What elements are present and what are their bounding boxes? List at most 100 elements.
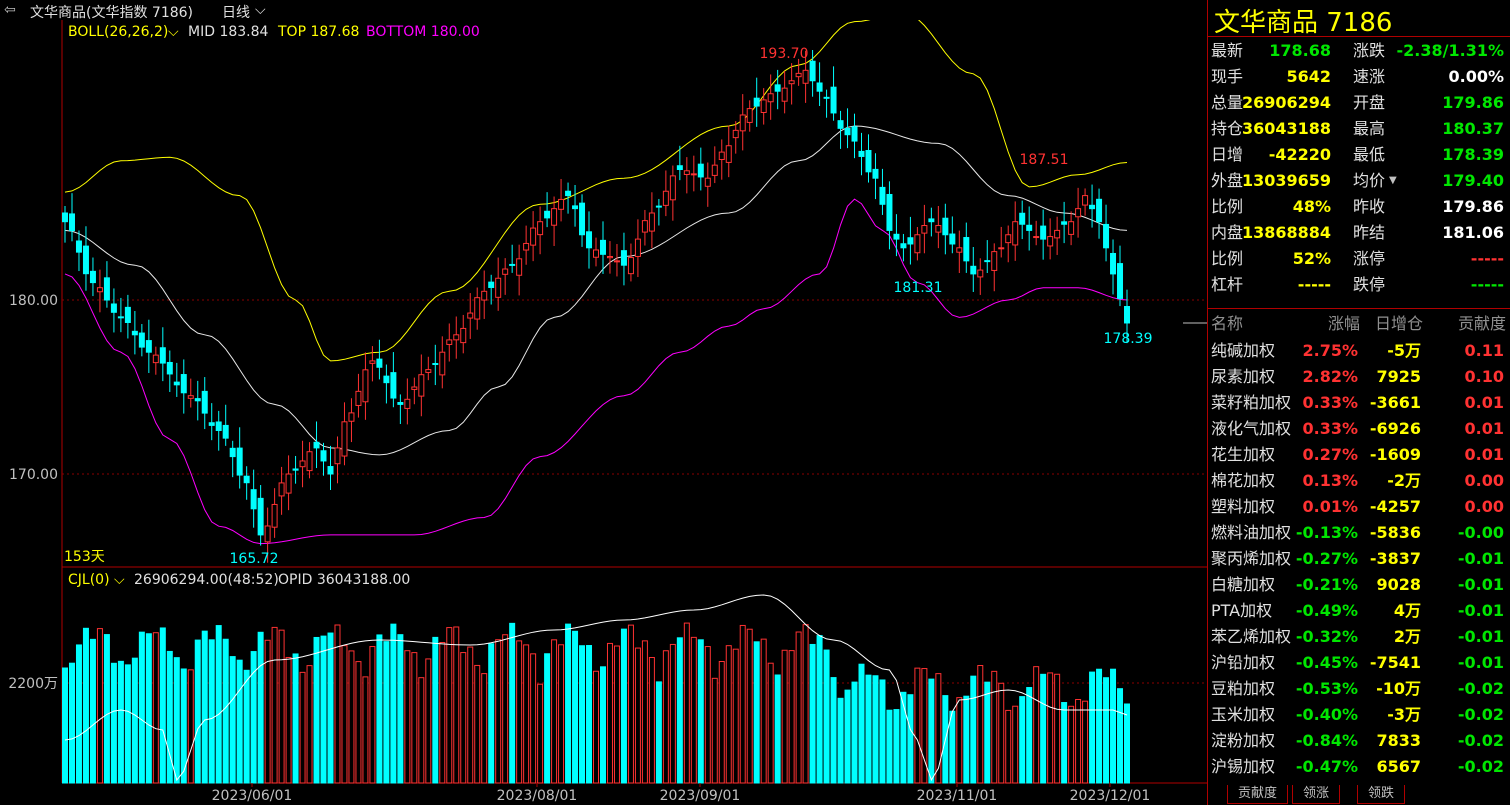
tab-1[interactable]: 领涨 (1292, 785, 1341, 804)
component-row[interactable]: 白糖加权 -0.21% 9028 -0.01 (1208, 572, 1508, 598)
volume-y-label: 2200万 (8, 676, 58, 692)
component-row[interactable]: 玉米加权 -0.40% -3万 -0.02 (1208, 702, 1508, 728)
candle (180, 374, 187, 394)
volume-bar (718, 660, 725, 784)
volume-bar (774, 674, 781, 784)
candle (627, 257, 634, 275)
quote-label: 最高 (1353, 119, 1386, 138)
volume-bar (795, 631, 802, 784)
component-row[interactable]: 塑料加权 0.01% -4257 0.00 (1208, 494, 1508, 520)
candle (544, 210, 551, 219)
candle (1117, 263, 1124, 299)
volume-bar (830, 677, 837, 784)
quote-row: 总量 26906294 开盘 179.86 (1208, 90, 1508, 116)
candle (795, 72, 802, 78)
component-row[interactable]: 聚丙烯加权 -0.27% -3837 -0.01 (1208, 546, 1508, 572)
component-row[interactable]: 沪铅加权 -0.45% -7541 -0.01 (1208, 650, 1508, 676)
quote-label: 总量 (1211, 93, 1244, 112)
candle (1019, 212, 1026, 225)
candle (467, 312, 474, 319)
candle (1054, 229, 1061, 239)
volume-bar (837, 697, 844, 784)
volume-bar (781, 649, 788, 784)
candle (131, 330, 138, 336)
back-icon[interactable]: ⇦ (4, 2, 16, 18)
quote-label: 均价 (1353, 171, 1386, 190)
component-row[interactable]: 沪锡加权 -0.47% 6567 -0.02 (1208, 754, 1508, 780)
quote-value: 48% (1292, 197, 1331, 216)
quote-row: 比例 48% 昨收 179.86 (1208, 194, 1508, 220)
candle (1026, 224, 1033, 231)
column-header[interactable]: 涨幅 (1327, 314, 1360, 333)
quote-value: -2.38/1.31% (1396, 41, 1504, 60)
chevron-down-icon[interactable]: ⌵ (255, 2, 266, 18)
volume-bar (397, 634, 404, 784)
candle (502, 268, 509, 275)
component-row[interactable]: 棉花加权 0.13% -2万 0.00 (1208, 468, 1508, 494)
candle (606, 256, 613, 259)
component-pos: -5836 (1369, 523, 1421, 542)
candle (977, 269, 984, 278)
candle (858, 150, 865, 157)
candle (942, 217, 949, 236)
candle (865, 150, 872, 173)
triangle-down-icon[interactable]: ▼ (1389, 175, 1397, 186)
component-row[interactable]: 燃料油加权 -0.13% -5836 -0.00 (1208, 520, 1508, 546)
volume-bar (907, 694, 914, 784)
candle (970, 265, 977, 275)
tab-2[interactable]: 领跌 (1357, 785, 1406, 804)
candle (306, 451, 313, 472)
volume-bar (537, 683, 544, 784)
candle (837, 120, 844, 129)
candle (82, 245, 89, 275)
volume-bar (131, 657, 138, 784)
component-row[interactable]: 花生加权 0.27% -1609 0.01 (1208, 442, 1508, 468)
x-axis-label: 2023/08/01 (497, 788, 578, 804)
volume-bar (264, 639, 271, 784)
candle (320, 450, 327, 462)
volume-bar (173, 657, 180, 784)
boll-bottom-line (64, 198, 1128, 545)
volume-bar (928, 678, 935, 784)
candle (781, 87, 788, 102)
component-row[interactable]: 豆粕加权 -0.53% -10万 -0.02 (1208, 676, 1508, 702)
volume-bar (460, 652, 467, 784)
candle (928, 218, 935, 223)
component-pct: 0.27% (1302, 445, 1358, 464)
volume-bar (788, 650, 795, 784)
volume-bar (62, 667, 68, 784)
component-pos: -3837 (1369, 549, 1421, 568)
tab-0[interactable]: 贡献度 (1227, 785, 1289, 804)
quote-label: 涨停 (1353, 249, 1386, 268)
component-row[interactable]: 纯碱加权 2.75% -5万 0.11 (1208, 338, 1508, 364)
component-row[interactable]: PTA加权 -0.49% 4万 -0.01 (1208, 598, 1508, 624)
candle (481, 290, 488, 301)
chart-area[interactable]: 180.00 170.00 BOLL(26,26,2) ⌵ MID 183.84 TOP … (0, 20, 1207, 805)
candle (397, 402, 404, 405)
volume-bar (117, 660, 124, 784)
column-header[interactable]: 名称 (1211, 314, 1244, 333)
column-header[interactable]: 日增仓 (1374, 314, 1423, 333)
divider (1208, 308, 1510, 309)
quote-value: ----- (1470, 249, 1504, 268)
volume-bar (725, 645, 732, 784)
volume-bar (1061, 702, 1068, 784)
period-selector[interactable]: 日线 (222, 5, 250, 21)
component-row[interactable]: 苯乙烯加权 -0.32% 2万 -0.01 (1208, 624, 1508, 650)
component-row[interactable]: 尿素加权 2.82% 7925 0.10 (1208, 364, 1508, 390)
component-row[interactable]: 淀粉加权 -0.84% 7833 -0.02 (1208, 728, 1508, 754)
column-header[interactable]: 贡献度 (1457, 314, 1506, 333)
quote-label: 昨收 (1353, 197, 1386, 216)
candle (802, 69, 809, 84)
candle (278, 482, 285, 497)
volume-bar (655, 681, 662, 784)
component-pct: -0.21% (1295, 575, 1358, 594)
high-annotation: 193.70 (760, 46, 809, 62)
component-row[interactable]: 菜籽粕加权 0.33% -3661 0.01 (1208, 390, 1508, 416)
quote-label: 现手 (1211, 67, 1244, 86)
candle (613, 260, 620, 263)
open-interest-line (64, 594, 1128, 782)
component-pos: -5万 (1387, 341, 1421, 360)
component-row[interactable]: 液化气加权 0.33% -6926 0.01 (1208, 416, 1508, 442)
